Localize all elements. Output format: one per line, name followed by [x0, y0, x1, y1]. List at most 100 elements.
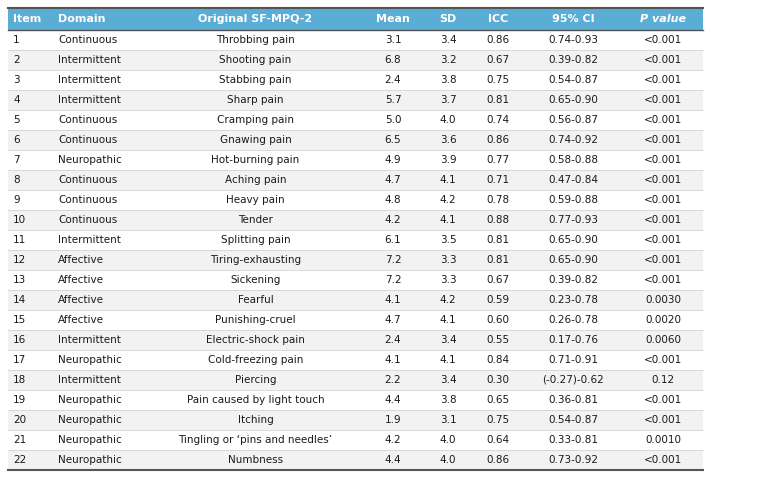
- Text: 0.74: 0.74: [486, 115, 510, 125]
- Text: <0.001: <0.001: [644, 55, 682, 65]
- Text: 0.77: 0.77: [486, 155, 510, 165]
- Text: 0.74-0.93: 0.74-0.93: [548, 35, 598, 45]
- Text: 3.8: 3.8: [440, 75, 456, 85]
- Text: 20: 20: [13, 415, 26, 425]
- Text: 19: 19: [13, 395, 26, 405]
- Text: 3.2: 3.2: [440, 55, 456, 65]
- Text: Mean: Mean: [376, 14, 410, 24]
- Text: 0.65-0.90: 0.65-0.90: [548, 95, 598, 105]
- Bar: [8, 270, 703, 290]
- Text: 11: 11: [13, 235, 26, 245]
- Text: 0.88: 0.88: [486, 215, 510, 225]
- Text: Neuropathic: Neuropathic: [58, 455, 122, 465]
- Text: 3.9: 3.9: [440, 155, 456, 165]
- Text: 0.0020: 0.0020: [645, 315, 681, 325]
- Text: Stabbing pain: Stabbing pain: [219, 75, 292, 85]
- Text: 0.78: 0.78: [486, 195, 510, 205]
- Bar: [8, 410, 703, 430]
- Text: Item: Item: [13, 14, 41, 24]
- Bar: [523, 8, 623, 30]
- Text: <0.001: <0.001: [644, 95, 682, 105]
- Text: 7.2: 7.2: [385, 275, 402, 285]
- Text: 1.9: 1.9: [385, 415, 402, 425]
- Text: 0.67: 0.67: [486, 275, 510, 285]
- Text: 5.7: 5.7: [385, 95, 402, 105]
- Bar: [363, 8, 423, 30]
- Text: <0.001: <0.001: [644, 35, 682, 45]
- Text: 15: 15: [13, 315, 26, 325]
- Text: Neuropathic: Neuropathic: [58, 155, 122, 165]
- Text: 0.65: 0.65: [486, 395, 510, 405]
- Text: P value: P value: [640, 14, 686, 24]
- Text: 0.58-0.88: 0.58-0.88: [548, 155, 598, 165]
- Text: 0.0060: 0.0060: [645, 335, 681, 345]
- Text: 0.26-0.78: 0.26-0.78: [548, 315, 598, 325]
- Text: <0.001: <0.001: [644, 355, 682, 365]
- Text: 0.86: 0.86: [486, 135, 510, 145]
- Text: Punishing-cruel: Punishing-cruel: [215, 315, 296, 325]
- Text: Neuropathic: Neuropathic: [58, 435, 122, 445]
- Bar: [8, 370, 703, 390]
- Text: 4.2: 4.2: [440, 195, 456, 205]
- Text: 0.30: 0.30: [486, 375, 510, 385]
- Text: 0.54-0.87: 0.54-0.87: [548, 75, 598, 85]
- Text: Intermittent: Intermittent: [58, 335, 121, 345]
- Text: <0.001: <0.001: [644, 115, 682, 125]
- Bar: [8, 210, 703, 230]
- Text: 3.4: 3.4: [440, 35, 456, 45]
- Bar: [8, 230, 703, 250]
- Bar: [8, 450, 703, 470]
- Text: Neuropathic: Neuropathic: [58, 395, 122, 405]
- Text: 0.39-0.82: 0.39-0.82: [548, 275, 598, 285]
- Text: 2.4: 2.4: [385, 335, 402, 345]
- Text: 0.33-0.81: 0.33-0.81: [548, 435, 598, 445]
- Text: 4.1: 4.1: [440, 175, 456, 185]
- Text: 0.86: 0.86: [486, 455, 510, 465]
- Text: 3.8: 3.8: [440, 395, 456, 405]
- Text: 4.0: 4.0: [440, 115, 456, 125]
- Text: Affective: Affective: [58, 275, 104, 285]
- Text: 10: 10: [13, 215, 26, 225]
- Text: 0.81: 0.81: [486, 255, 510, 265]
- Text: 16: 16: [13, 335, 26, 345]
- Text: 4.1: 4.1: [385, 295, 402, 305]
- Text: 3.1: 3.1: [385, 35, 402, 45]
- Text: 4.8: 4.8: [385, 195, 402, 205]
- Text: Aching pain: Aching pain: [225, 175, 287, 185]
- Text: Tingling or ‘pins and needles’: Tingling or ‘pins and needles’: [178, 435, 332, 445]
- Text: Throbbing pain: Throbbing pain: [216, 35, 295, 45]
- Text: Tiring-exhausting: Tiring-exhausting: [210, 255, 301, 265]
- Bar: [8, 430, 703, 450]
- Text: 95% CI: 95% CI: [552, 14, 594, 24]
- Text: 0.47-0.84: 0.47-0.84: [548, 175, 598, 185]
- Text: 0.59: 0.59: [486, 295, 510, 305]
- Text: Original SF-MPQ-2: Original SF-MPQ-2: [198, 14, 312, 24]
- Text: 5: 5: [13, 115, 20, 125]
- Text: Numbness: Numbness: [228, 455, 283, 465]
- Text: Cramping pain: Cramping pain: [217, 115, 294, 125]
- Text: 8: 8: [13, 175, 20, 185]
- Text: 12: 12: [13, 255, 26, 265]
- Text: 0.65-0.90: 0.65-0.90: [548, 255, 598, 265]
- Text: 4.1: 4.1: [440, 315, 456, 325]
- Text: 4.1: 4.1: [385, 355, 402, 365]
- Text: 3.3: 3.3: [440, 275, 456, 285]
- Text: 13: 13: [13, 275, 26, 285]
- Text: Tender: Tender: [238, 215, 273, 225]
- Text: 6.1: 6.1: [385, 235, 402, 245]
- Text: Continuous: Continuous: [58, 195, 117, 205]
- Text: 0.71-0.91: 0.71-0.91: [548, 355, 598, 365]
- Text: 22: 22: [13, 455, 26, 465]
- Text: 0.0030: 0.0030: [645, 295, 681, 305]
- Bar: [8, 350, 703, 370]
- Text: <0.001: <0.001: [644, 455, 682, 465]
- Text: Affective: Affective: [58, 295, 104, 305]
- Text: 0.71: 0.71: [486, 175, 510, 185]
- Text: Sharp pain: Sharp pain: [227, 95, 283, 105]
- Text: <0.001: <0.001: [644, 75, 682, 85]
- Text: 0.39-0.82: 0.39-0.82: [548, 55, 598, 65]
- Bar: [8, 30, 703, 50]
- Bar: [8, 50, 703, 70]
- Text: Continuous: Continuous: [58, 115, 117, 125]
- Text: Splitting pain: Splitting pain: [221, 235, 290, 245]
